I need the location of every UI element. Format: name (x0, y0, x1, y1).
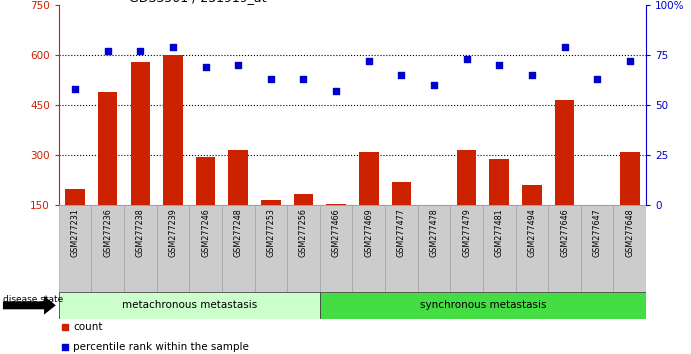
Point (559, 45, 570, 50)
Point (461, 57, 472, 62)
Bar (320, 205, 352, 292)
Bar (65, 189, 85, 255)
Bar (424, 207, 444, 255)
Bar (359, 152, 379, 255)
Bar (229, 150, 248, 255)
Point (330, 88, 341, 94)
Bar (614, 205, 646, 292)
Text: GSM277238: GSM277238 (136, 208, 145, 257)
Text: GSM277646: GSM277646 (560, 208, 569, 257)
Text: GSM277647: GSM277647 (593, 208, 602, 257)
Bar (261, 200, 281, 255)
Bar (287, 205, 320, 292)
Text: metachronous metastasis: metachronous metastasis (122, 300, 257, 310)
Point (363, 58, 375, 64)
Text: GSM277481: GSM277481 (495, 208, 504, 257)
Text: GSM277479: GSM277479 (462, 208, 471, 257)
Bar (555, 100, 574, 255)
Bar (489, 159, 509, 255)
Bar (326, 204, 346, 255)
Bar (320, 292, 646, 319)
Text: percentile rank within the sample: percentile rank within the sample (73, 342, 249, 352)
Bar (98, 92, 117, 255)
Text: GSM277253: GSM277253 (266, 208, 275, 257)
Point (265, 76, 276, 82)
Bar (157, 205, 189, 292)
Bar (587, 207, 607, 255)
Text: synchronous metastasis: synchronous metastasis (419, 300, 546, 310)
Point (102, 48, 113, 54)
Text: GSM277248: GSM277248 (234, 208, 243, 257)
Bar (483, 205, 515, 292)
Point (298, 76, 309, 82)
Bar (131, 62, 150, 255)
Polygon shape (3, 296, 56, 315)
Text: GSM277478: GSM277478 (430, 208, 439, 257)
Text: GSM277494: GSM277494 (527, 208, 536, 257)
Text: disease state: disease state (3, 295, 63, 304)
Bar (515, 205, 548, 292)
Text: GSM277246: GSM277246 (201, 208, 210, 257)
Point (396, 73, 407, 78)
Bar (91, 205, 124, 292)
Point (624, 58, 635, 64)
Bar (417, 205, 451, 292)
Bar (254, 205, 287, 292)
Bar (581, 205, 614, 292)
Point (70, 86, 81, 92)
Bar (620, 152, 640, 255)
Bar (457, 150, 476, 255)
Text: GSM277469: GSM277469 (364, 208, 373, 257)
Text: GSM277256: GSM277256 (299, 208, 308, 257)
Bar (196, 157, 216, 255)
Text: GSM277477: GSM277477 (397, 208, 406, 257)
Text: GSM277236: GSM277236 (103, 208, 112, 257)
Point (135, 48, 146, 54)
Point (200, 64, 211, 70)
Text: count: count (73, 322, 103, 332)
Point (591, 76, 603, 82)
Bar (352, 205, 385, 292)
Point (233, 63, 244, 68)
Bar (385, 205, 417, 292)
Bar (163, 55, 182, 255)
Bar (451, 205, 483, 292)
Point (493, 63, 504, 68)
Point (428, 82, 439, 88)
Point (527, 73, 538, 78)
Bar (59, 205, 91, 292)
Bar (294, 194, 313, 255)
Bar (124, 205, 157, 292)
Bar (222, 205, 254, 292)
Text: GSM277239: GSM277239 (169, 208, 178, 257)
Point (167, 45, 178, 50)
Bar (548, 205, 581, 292)
Text: GSM277466: GSM277466 (332, 208, 341, 257)
Text: GSM277231: GSM277231 (70, 208, 79, 257)
Bar (189, 205, 222, 292)
Bar (392, 182, 411, 255)
Text: GSM277648: GSM277648 (625, 208, 634, 257)
Text: GDS3501 / 231919_at: GDS3501 / 231919_at (129, 0, 267, 4)
Bar (59, 292, 320, 319)
Bar (522, 185, 542, 255)
